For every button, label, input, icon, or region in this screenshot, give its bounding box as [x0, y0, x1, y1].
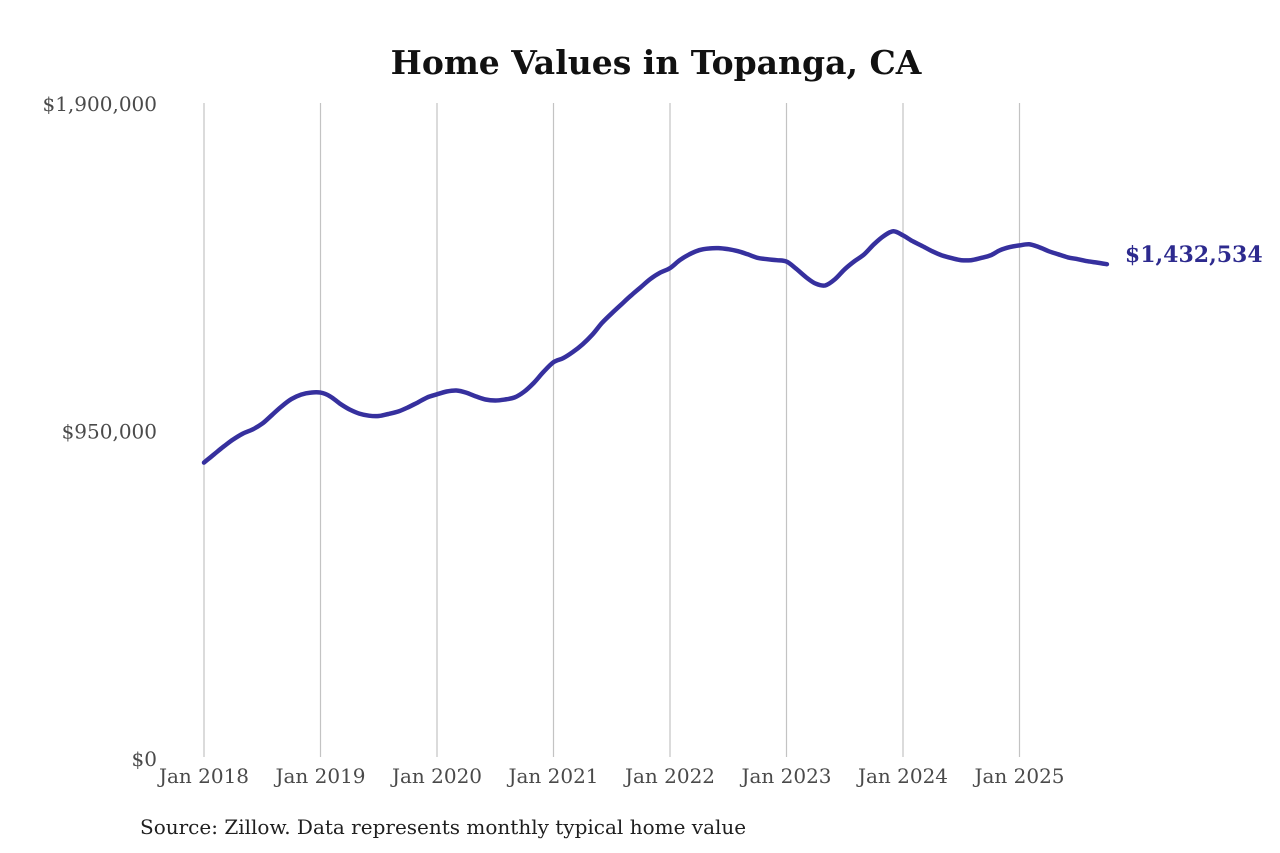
y-tick-label: $1,900,000: [42, 92, 157, 116]
home-value-line: [201, 228, 1110, 465]
y-tick-label: $0: [132, 747, 157, 771]
x-tick-label: Jan 2025: [972, 764, 1064, 788]
gridlines-group: [203, 103, 1021, 757]
x-tick-label: Jan 2022: [623, 764, 715, 788]
x-tick-label: Jan 2020: [390, 764, 482, 788]
y-axis-tick-labels: $0 $950,000 $1,900,000: [42, 92, 157, 771]
y-tick-label: $950,000: [62, 420, 157, 444]
latest-value-label: $1,432,534: [1125, 242, 1263, 268]
x-tick-label: Jan 2019: [273, 764, 365, 788]
chart-title: Home Values in Topanga, CA: [391, 43, 922, 82]
x-tick-label: Jan 2021: [506, 764, 598, 788]
x-tick-label: Jan 2023: [739, 764, 831, 788]
source-note: Source: Zillow. Data represents monthly …: [140, 815, 746, 839]
x-tick-label: Jan 2018: [157, 764, 249, 788]
x-axis-tick-labels: Jan 2018 Jan 2019 Jan 2020 Jan 2021 Jan 2022…: [157, 764, 1065, 788]
x-tick-label: Jan 2024: [856, 764, 948, 788]
